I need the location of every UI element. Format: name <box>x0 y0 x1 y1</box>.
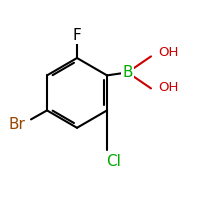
Text: Br: Br <box>9 117 25 132</box>
Text: B: B <box>122 65 133 80</box>
Text: Cl: Cl <box>107 154 121 168</box>
Text: OH: OH <box>158 46 178 58</box>
Text: F: F <box>73 27 81 43</box>
Text: OH: OH <box>158 81 178 94</box>
